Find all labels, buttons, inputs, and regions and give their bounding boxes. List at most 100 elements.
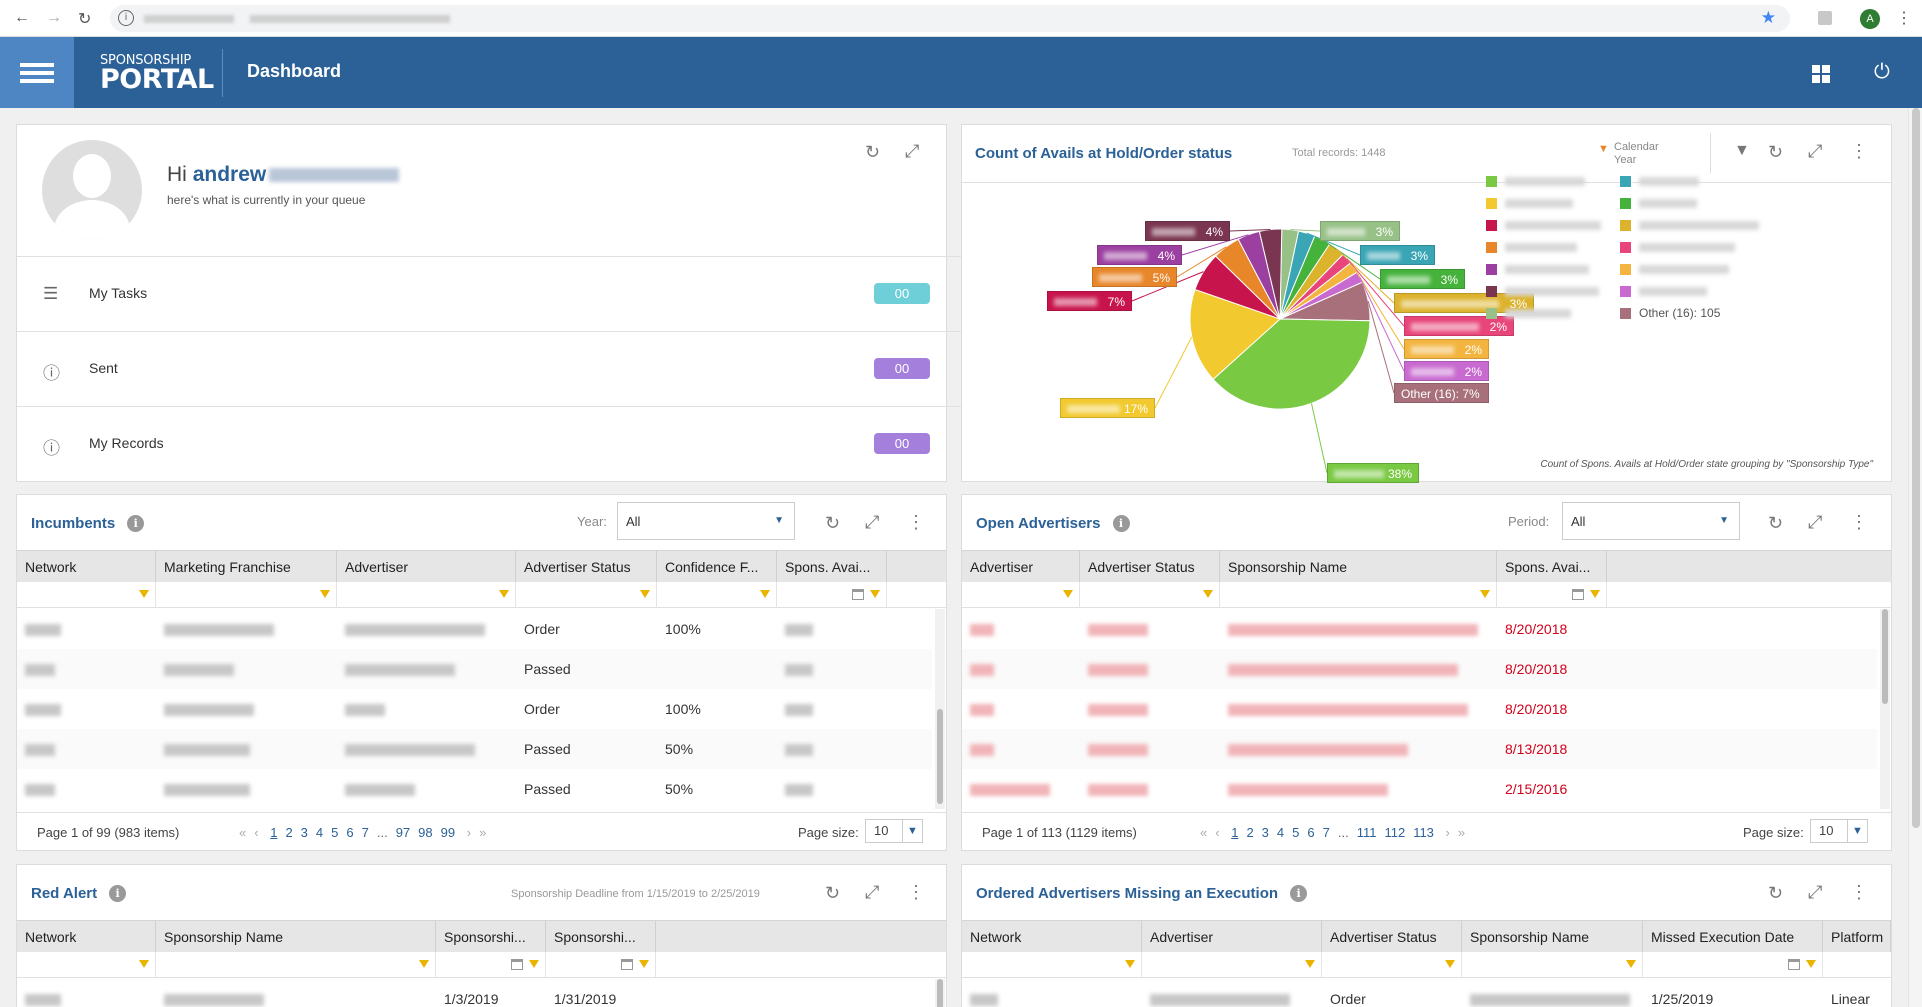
browser-menu-icon[interactable]: ⋮ <box>1896 10 1912 27</box>
queue-subtitle: here's what is currently in your queue <box>167 193 366 207</box>
table-row[interactable]: Passed <box>17 649 932 689</box>
year-select[interactable]: All ▼ <box>617 502 795 540</box>
more-options-icon[interactable]: ⋮ <box>1850 882 1868 902</box>
more-options-icon[interactable]: ⋮ <box>907 882 925 902</box>
open-advertisers-filter-row <box>962 582 1891 608</box>
logout-power-icon[interactable]: ⏻ <box>1874 61 1890 83</box>
hamburger-menu-button[interactable] <box>0 37 74 108</box>
calendar-icon <box>852 589 864 600</box>
pie-label: 3% <box>1320 221 1400 241</box>
filter-icon: ▼ <box>1598 143 1609 155</box>
refresh-icon[interactable]: ↻ <box>1768 142 1784 162</box>
table-row[interactable]: 8/20/2018 <box>962 609 1877 649</box>
expand-icon[interactable]: ⤢ <box>1808 141 1823 161</box>
table-scrollbar[interactable] <box>935 979 945 1007</box>
page-scrollbar[interactable] <box>1908 108 1922 1007</box>
welcome-card: Hi andrew here's what is currently in yo… <box>16 124 962 482</box>
calendar-icon <box>1788 959 1800 970</box>
filter-icon <box>1590 590 1600 598</box>
table-row[interactable]: 8/20/2018 <box>962 649 1877 689</box>
queue-row-sent[interactable]: ⓘ Sent 00 <box>17 331 962 406</box>
period-select[interactable]: All ▼ <box>1562 502 1740 540</box>
pie-leader-line <box>1346 258 1405 327</box>
back-icon[interactable]: ← <box>14 9 30 26</box>
forward-icon[interactable]: → <box>46 9 62 26</box>
table-row[interactable]: Passed 50% <box>17 729 932 769</box>
pie-leader-line <box>1367 300 1395 394</box>
missing-execution-title: Ordered Advertisers Missing an Execution… <box>976 885 1308 902</box>
incumbents-header: Network Marketing Franchise Advertiser A… <box>17 550 946 583</box>
filter-icon <box>1203 590 1213 598</box>
layout-grid-icon[interactable] <box>1812 65 1830 83</box>
expand-icon[interactable]: ⤢ <box>1808 882 1823 902</box>
reload-icon[interactable]: ↻ <box>78 11 92 28</box>
pie-leader-line <box>1310 403 1328 474</box>
avails-chart-title: Count of Avails at Hold/Order status <box>975 145 1233 162</box>
info-icon: i <box>127 515 145 532</box>
expand-icon[interactable]: ⤢ <box>865 882 880 902</box>
filter-icon <box>139 960 149 968</box>
filter-icon <box>870 590 880 598</box>
calendar-year-filter[interactable]: ▼ Calendar Year <box>1598 141 1659 166</box>
filter-icon <box>760 590 770 598</box>
refresh-icon[interactable]: ↻ <box>825 883 841 903</box>
page-size-select[interactable]: 10 ▼ <box>1810 819 1868 843</box>
avails-chart-card: Count of Avails at Hold/Order status Tot… <box>961 124 1892 483</box>
queue-row-records[interactable]: ⓘ My Records 00 <box>17 406 962 481</box>
pie-slice[interactable] <box>1258 228 1283 320</box>
page-numbers[interactable]: «‹ 1 2 3 4 5 6 7... 97 98 99 ›» <box>239 825 487 840</box>
page-size-select[interactable]: 10 ▼ <box>865 819 923 843</box>
incumbents-card: Incumbents i Year: All ▼ ↻ ⤢ ⋮ Network Mar… <box>16 494 947 851</box>
more-options-icon[interactable]: ⋮ <box>907 512 925 532</box>
bookmark-star-icon[interactable]: ★ <box>1760 8 1776 27</box>
table-row[interactable]: 8/20/2018 <box>962 689 1877 729</box>
incumbents-pager: Page 1 of 99 (983 items) «‹ 1 2 3 4 5 6 7... 97… <box>17 812 946 850</box>
total-records: Total records: 1448 <box>1292 147 1386 159</box>
pie-leader-line <box>1290 229 1321 232</box>
table-scrollbar[interactable] <box>1880 609 1890 809</box>
table-row[interactable]: Order 1/25/2019 Linear <box>962 979 1891 1007</box>
queue-row-tasks[interactable]: ☰ My Tasks 00 <box>17 256 962 331</box>
pie-label: 2% <box>1404 339 1489 359</box>
filter-icon <box>499 590 509 598</box>
page-title: Dashboard <box>247 61 342 81</box>
address-bar[interactable]: i ★ <box>110 5 1790 32</box>
app-header: SPONSORSHIP PORTAL Dashboard ⏻ <box>0 37 1922 108</box>
filter-icon <box>1125 960 1135 968</box>
table-row[interactable]: 8/13/2018 <box>962 729 1877 769</box>
table-row[interactable]: 2/15/2016 <box>962 769 1877 809</box>
expand-icon[interactable]: ⤢ <box>1808 512 1823 532</box>
filter-icon <box>320 590 330 598</box>
pie-slice[interactable] <box>1212 318 1371 410</box>
table-scrollbar[interactable] <box>935 609 945 809</box>
page-numbers[interactable]: «‹ 1 2 3 4 5 6 7... 111 112 113 ›» <box>1200 825 1466 840</box>
logo: SPONSORSHIP PORTAL <box>100 53 214 95</box>
more-options-icon[interactable]: ⋮ <box>1850 141 1868 161</box>
pie-slice[interactable] <box>1189 288 1281 380</box>
calendar-icon <box>511 959 523 970</box>
refresh-icon[interactable]: ↻ <box>1768 883 1784 903</box>
extension-icon[interactable] <box>1818 11 1832 25</box>
funnel-filter-icon[interactable]: ▼ <box>1734 142 1750 159</box>
filter-icon <box>1806 960 1816 968</box>
refresh-icon[interactable]: ↻ <box>1768 513 1784 533</box>
red-alert-header: Network Sponsorship Name Sponsorshi... S… <box>17 920 946 953</box>
filter-icon <box>1305 960 1315 968</box>
list-icon: ☰ <box>43 284 59 303</box>
site-info-icon[interactable]: i <box>118 10 134 26</box>
expand-icon[interactable]: ⤢ <box>865 512 880 532</box>
refresh-icon[interactable]: ↻ <box>825 513 841 533</box>
table-row[interactable]: Order 100% <box>17 689 932 729</box>
more-options-icon[interactable]: ⋮ <box>1850 512 1868 532</box>
table-row[interactable]: 1/3/2019 1/31/2019 <box>17 979 932 1007</box>
avails-pie-chart <box>1131 228 1405 474</box>
filter-icon <box>529 960 539 968</box>
expand-icon[interactable]: ⤢ <box>905 141 920 161</box>
table-row[interactable]: Passed 50% <box>17 769 932 809</box>
refresh-icon[interactable]: ↻ <box>865 142 881 162</box>
pie-leader-line <box>1353 267 1405 350</box>
profile-avatar[interactable]: A <box>1860 9 1880 29</box>
table-row[interactable]: Order 100% <box>17 609 932 649</box>
open-advertisers-header: Advertiser Advertiser Status Sponsorship… <box>962 550 1891 583</box>
open-advertisers-pager: Page 1 of 113 (1129 items) «‹ 1 2 3 4 5 6 7...… <box>962 812 1891 850</box>
